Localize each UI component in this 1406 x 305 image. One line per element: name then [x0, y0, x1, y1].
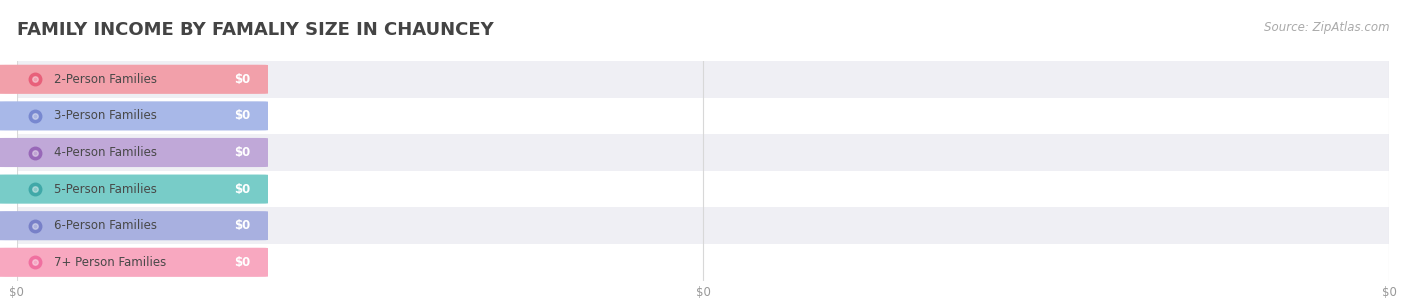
- Text: 6-Person Families: 6-Person Families: [53, 219, 157, 232]
- Text: $0: $0: [233, 219, 250, 232]
- Bar: [17, 98, 1389, 134]
- FancyBboxPatch shape: [0, 101, 269, 131]
- Text: $0: $0: [233, 183, 250, 196]
- Text: $0: $0: [233, 109, 250, 122]
- FancyBboxPatch shape: [0, 248, 269, 277]
- FancyBboxPatch shape: [0, 138, 269, 167]
- Text: $0: $0: [233, 146, 250, 159]
- Text: 4-Person Families: 4-Person Families: [53, 146, 157, 159]
- Text: $0: $0: [233, 73, 250, 86]
- Bar: [17, 207, 1389, 244]
- Bar: [17, 171, 1389, 207]
- FancyBboxPatch shape: [0, 65, 269, 94]
- FancyBboxPatch shape: [0, 211, 269, 240]
- Bar: [17, 244, 1389, 281]
- FancyBboxPatch shape: [0, 174, 269, 204]
- Text: Source: ZipAtlas.com: Source: ZipAtlas.com: [1264, 21, 1389, 34]
- Text: $0: $0: [233, 256, 250, 269]
- Bar: [17, 61, 1389, 98]
- Text: 7+ Person Families: 7+ Person Families: [53, 256, 166, 269]
- Text: 2-Person Families: 2-Person Families: [53, 73, 157, 86]
- Text: FAMILY INCOME BY FAMALIY SIZE IN CHAUNCEY: FAMILY INCOME BY FAMALIY SIZE IN CHAUNCE…: [17, 21, 494, 39]
- Text: 5-Person Families: 5-Person Families: [53, 183, 157, 196]
- Bar: [17, 134, 1389, 171]
- Text: 3-Person Families: 3-Person Families: [53, 109, 157, 122]
